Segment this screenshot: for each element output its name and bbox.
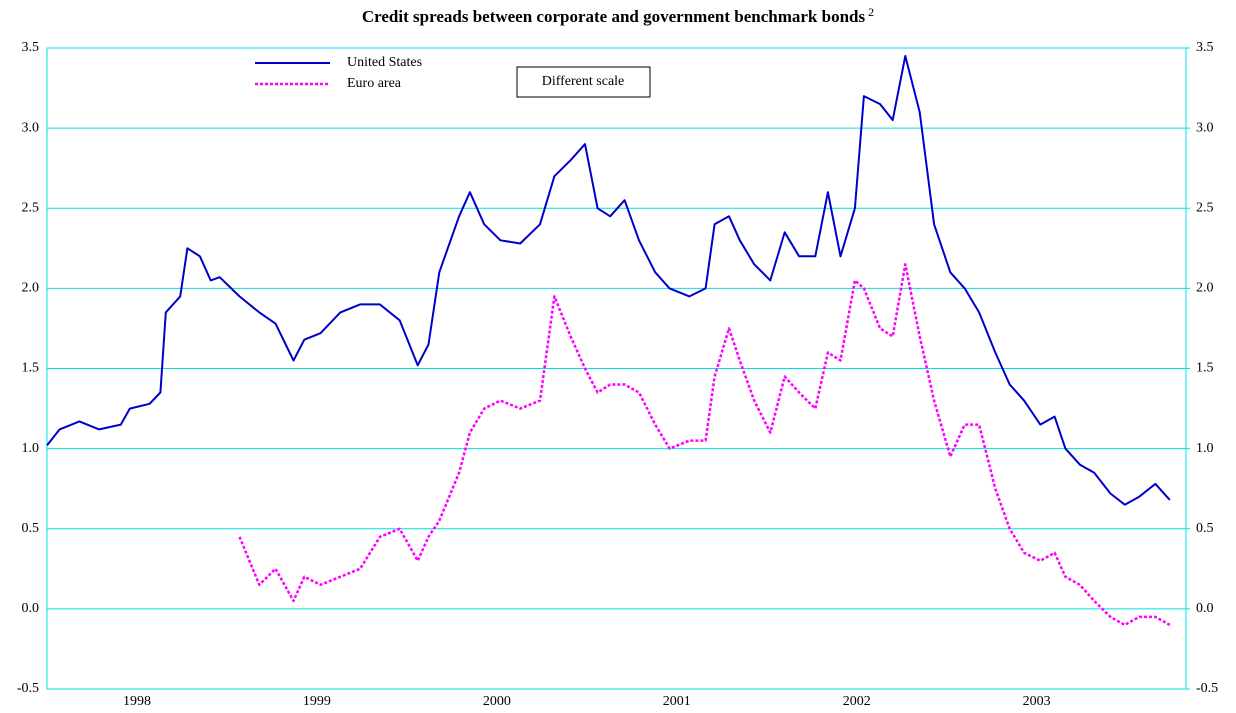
y2-tick-label: 3.0 xyxy=(1196,120,1214,135)
annotation-box xyxy=(516,66,651,98)
y-tick-label: 0.5 xyxy=(22,521,40,536)
x-tick-label: 1999 xyxy=(303,694,331,709)
y-tick-label: 2.0 xyxy=(22,281,40,296)
series-line xyxy=(238,263,1171,627)
x-tick-label: 2003 xyxy=(1023,694,1051,709)
y-tick-label: 3.5 xyxy=(22,40,40,55)
x-tick-label: 2001 xyxy=(663,694,691,709)
x-tick-label: 1998 xyxy=(123,694,151,709)
chart-title: Credit spreads between corporate and gov… xyxy=(362,5,874,26)
y2-tick-label: 0.0 xyxy=(1196,601,1214,616)
y2-tick-label: 2.5 xyxy=(1196,200,1214,215)
y2-tick-label: 0.5 xyxy=(1196,521,1214,536)
x-tick-label: 2002 xyxy=(843,694,871,709)
y2-tick-label: -0.5 xyxy=(1196,681,1218,696)
title-text: Credit spreads between corporate and gov… xyxy=(362,7,866,26)
y-tick-label: -0.5 xyxy=(17,681,39,696)
title-note: 2 xyxy=(868,5,874,19)
y-tick-label: 1.5 xyxy=(22,361,40,376)
annotation: Different scale xyxy=(542,74,625,89)
y-tick-label: 3.0 xyxy=(22,120,40,135)
legend-label: Euro area xyxy=(347,76,402,91)
y2-tick-label: 1.0 xyxy=(1196,441,1214,456)
y2-tick-label: 3.5 xyxy=(1196,40,1214,55)
legend-label: United States xyxy=(347,55,422,70)
y-tick-label: 2.5 xyxy=(22,200,40,215)
y-tick-label: 1.0 xyxy=(22,441,40,456)
plot-frame xyxy=(46,47,1187,690)
series-line xyxy=(46,55,1171,506)
x-tick-label: 2000 xyxy=(483,694,511,709)
y2-tick-label: 2.0 xyxy=(1196,281,1214,296)
y-tick-label: 0.0 xyxy=(22,601,40,616)
y2-tick-label: 1.5 xyxy=(1196,361,1214,376)
